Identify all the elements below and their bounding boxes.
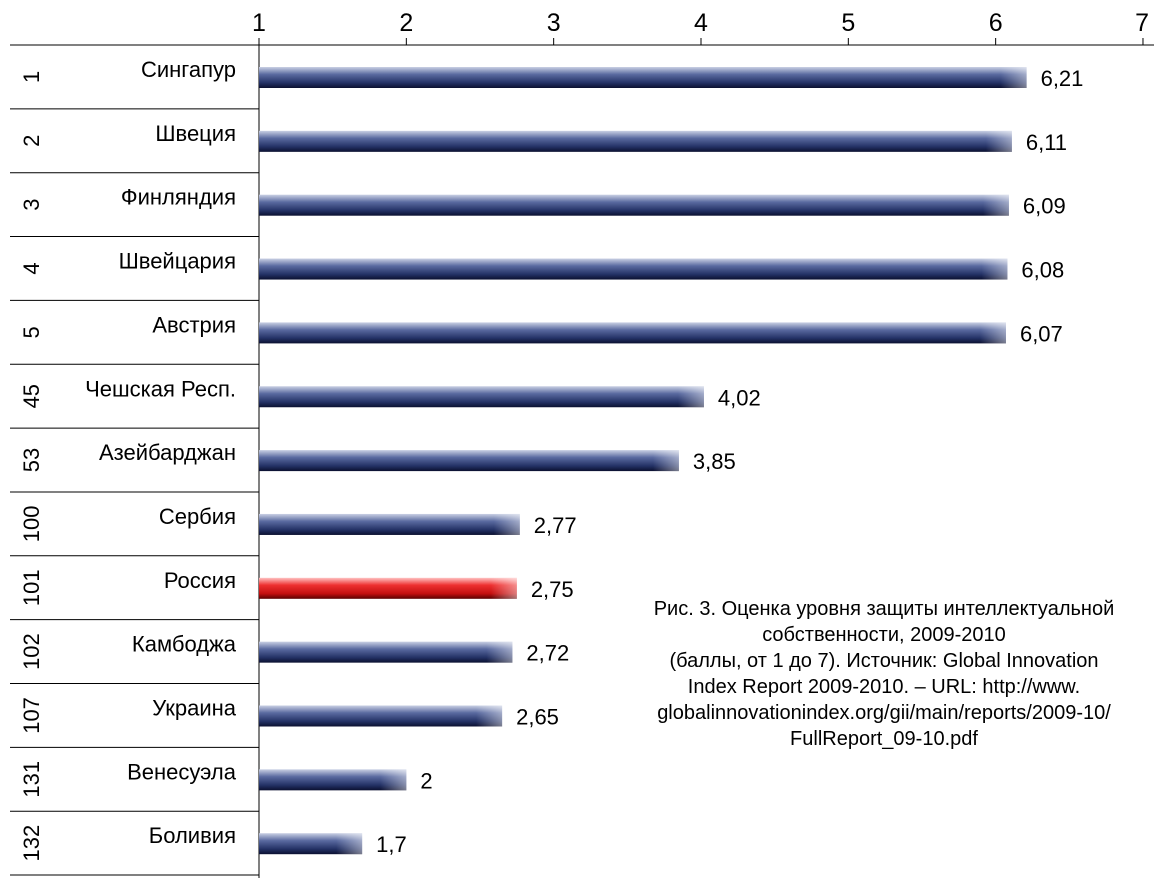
value-label: 1,7 (376, 832, 407, 857)
x-tick-label: 4 (694, 9, 708, 37)
bar-tip-shine (336, 833, 363, 855)
value-label: 6,07 (1020, 321, 1063, 346)
x-tick-label: 2 (399, 9, 413, 37)
bar (259, 67, 1027, 88)
country-label: Камбоджа (132, 632, 237, 657)
bar (259, 322, 1006, 344)
rank-label: 5 (19, 326, 44, 338)
bar (259, 194, 1009, 216)
bar-tip-shine (486, 641, 513, 663)
rank-label: 100 (19, 506, 44, 543)
rank-label: 1 (19, 71, 44, 83)
value-label: 6,09 (1023, 194, 1066, 219)
x-tick-label: 6 (989, 9, 1003, 37)
bar-tip-shine (652, 450, 679, 472)
rank-label: 101 (19, 569, 44, 606)
value-label: 2,72 (526, 641, 569, 666)
rank-label: 102 (19, 633, 44, 670)
bar-tip-shine (979, 322, 1006, 344)
rank-label: 4 (19, 262, 44, 274)
rank-label: 107 (19, 697, 44, 734)
bar (259, 450, 679, 472)
country-label: Украина (152, 696, 237, 721)
value-label: 3,85 (693, 449, 736, 474)
bar-tip-shine (677, 386, 704, 408)
bar (259, 705, 503, 727)
rows-group: 1 Сингапур 6,21 2 Швеция 6,11 3 Финляндия 6,09 4 Ш… (10, 57, 1084, 876)
x-tick-label: 1 (252, 9, 266, 37)
value-label: 6,08 (1021, 258, 1064, 283)
bar (259, 386, 704, 408)
bar (259, 258, 1008, 280)
bar (259, 769, 407, 791)
country-label: Боливия (149, 823, 236, 848)
value-label: 6,21 (1041, 66, 1084, 91)
value-label: 2,65 (516, 705, 559, 730)
bar-tip-shine (490, 577, 517, 599)
highlight-bar (259, 577, 517, 599)
value-label: 2 (420, 768, 432, 793)
rank-label: 45 (19, 384, 44, 408)
value-label: 2,77 (534, 513, 577, 538)
country-label: Швеция (155, 121, 236, 146)
country-label: Австрия (152, 312, 236, 337)
country-label: Россия (164, 568, 236, 593)
bar-tip-shine (982, 194, 1009, 216)
value-label: 6,11 (1026, 130, 1067, 155)
rank-label: 2 (19, 135, 44, 147)
country-label: Сингапур (141, 57, 236, 82)
bar-tip-shine (981, 258, 1008, 280)
x-tick-label: 3 (547, 9, 561, 37)
bar (259, 641, 513, 663)
x-tick-label: 5 (841, 9, 855, 37)
x-tick-label: 7 (1135, 9, 1149, 37)
country-label: Сербия (159, 504, 236, 529)
bar-tip-shine (1000, 67, 1027, 88)
country-label: Финляндия (121, 185, 236, 210)
bar-tip-shine (476, 705, 503, 727)
rank-label: 53 (19, 448, 44, 472)
bar-tip-shine (493, 513, 520, 535)
country-label: Азейбарджан (99, 440, 236, 465)
bar (259, 130, 1012, 152)
country-label: Швейцария (119, 249, 236, 274)
country-label: Чешская Респ. (85, 376, 236, 401)
figure-caption: Рис. 3. Оценка уровня защиты интеллектуа… (653, 598, 1115, 750)
value-label: 2,75 (531, 577, 574, 602)
bar-tip-shine (985, 130, 1012, 152)
rank-label: 132 (19, 825, 44, 862)
country-label: Венесуэла (127, 759, 237, 784)
rank-label: 131 (19, 761, 44, 798)
value-label: 4,02 (718, 385, 761, 410)
bar (259, 513, 520, 535)
bar-tip-shine (380, 769, 407, 791)
rank-label: 3 (19, 199, 44, 211)
